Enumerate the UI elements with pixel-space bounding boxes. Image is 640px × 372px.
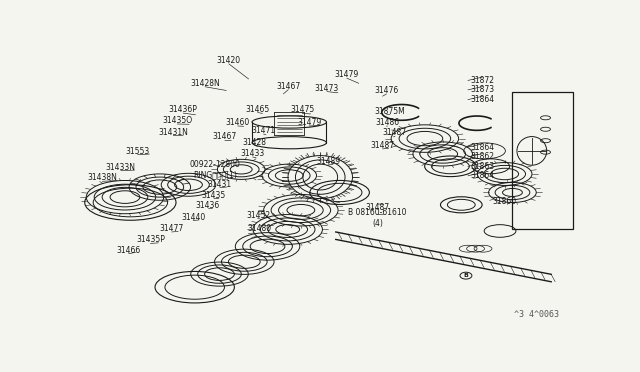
Text: 31420: 31420 [217,56,241,65]
Text: B 08160-61610
(4): B 08160-61610 (4) [348,208,407,228]
Bar [513,92,573,230]
Text: 31473: 31473 [315,84,339,93]
Text: 31477: 31477 [159,224,184,233]
Text: 31435P: 31435P [136,235,165,244]
Text: 31860: 31860 [492,197,516,206]
Text: 31435: 31435 [202,190,226,199]
Text: 31465: 31465 [246,105,269,113]
Text: 31480: 31480 [248,224,271,233]
Text: 31431: 31431 [208,180,232,189]
Text: 31440: 31440 [181,212,205,222]
Text: 31433N: 31433N [106,163,136,172]
Text: 31471: 31471 [252,126,276,135]
Text: 31479: 31479 [297,118,321,127]
Text: 31486: 31486 [376,118,399,127]
Text: 31553: 31553 [125,147,150,156]
Text: 31872: 31872 [471,76,495,85]
Text: 31864: 31864 [470,143,495,152]
Text: 31873: 31873 [470,86,495,94]
Text: 31460: 31460 [226,118,250,127]
Text: 31428N: 31428N [190,79,220,88]
Text: 31466: 31466 [116,246,141,255]
Text: 31489: 31489 [316,157,340,166]
Text: 31435O: 31435O [162,116,192,125]
Text: 31864: 31864 [470,95,495,104]
Text: 31431N: 31431N [158,128,188,137]
Text: 31467: 31467 [276,82,300,91]
Text: 31875M: 31875M [374,107,405,116]
Text: 31452: 31452 [246,211,271,219]
Text: 31862: 31862 [471,153,495,161]
Text: 31467: 31467 [212,132,237,141]
Text: 31863: 31863 [470,162,495,171]
Text: 31487: 31487 [383,128,407,137]
Text: 31487: 31487 [371,141,395,150]
Text: 31428: 31428 [243,138,267,147]
Text: 31864: 31864 [470,171,495,180]
Text: 31476: 31476 [374,86,399,95]
Text: 31487: 31487 [365,203,390,212]
Text: 00922-12800
RINGリング(1): 00922-12800 RINGリング(1) [189,160,241,180]
Text: 31433: 31433 [241,149,265,158]
Text: B: B [463,273,468,278]
Text: 31436: 31436 [196,201,220,209]
Text: 31436P: 31436P [169,105,198,114]
Text: 31479: 31479 [335,70,359,79]
Text: 31438N: 31438N [88,173,117,182]
Text: ^3 4^0063: ^3 4^0063 [514,310,559,319]
Text: 31475: 31475 [290,105,314,115]
